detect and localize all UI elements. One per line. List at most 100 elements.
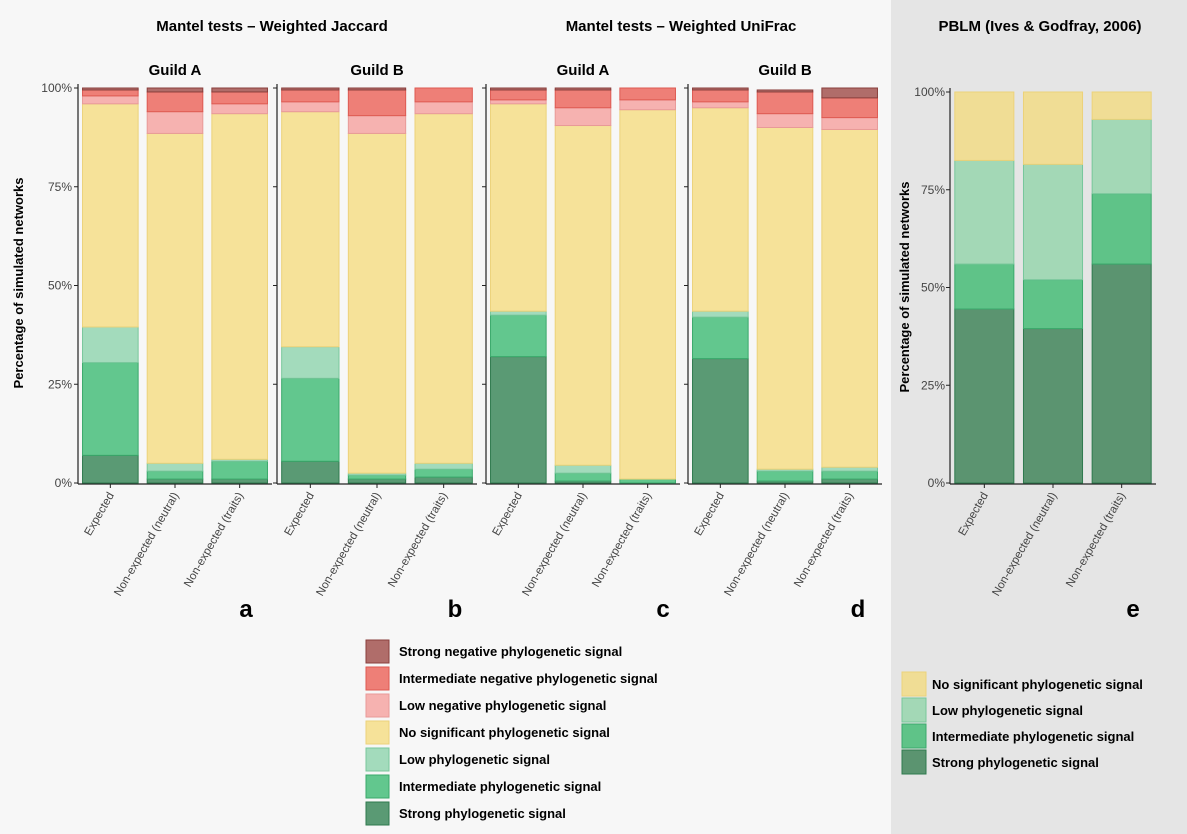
y-tick-label: 0% bbox=[928, 476, 946, 490]
bar-segment-intermediate bbox=[756, 470, 814, 482]
bar-segment-lowneg bbox=[619, 99, 676, 111]
bar-segment-intneg bbox=[211, 91, 268, 105]
legend-swatch-strongneg bbox=[365, 639, 390, 664]
bar-segment-strong bbox=[692, 358, 749, 484]
bar-segment-strong bbox=[490, 356, 547, 484]
bar-segment-low bbox=[821, 466, 878, 472]
legend-pblm: No significant phylogenetic signal Low ph… bbox=[901, 671, 1143, 775]
legend-label: No significant phylogenetic signal bbox=[399, 725, 610, 740]
bar-segment-intneg bbox=[490, 89, 547, 101]
bar-segment-nosig bbox=[211, 113, 268, 460]
bar-segment-lowneg bbox=[347, 115, 407, 134]
panel-letter: d bbox=[851, 596, 866, 623]
bar-segment-low bbox=[490, 310, 547, 316]
title-unifrac: Mantel tests – Weighted UniFrac bbox=[566, 18, 797, 35]
bar-segment-strongneg bbox=[347, 87, 407, 91]
bar-segment-nosig bbox=[619, 109, 676, 480]
y-tick-label: 100% bbox=[914, 85, 945, 99]
bar-segment-lowneg bbox=[211, 103, 268, 115]
legend-mantel: Strong negative phylogenetic signal Inter… bbox=[365, 639, 658, 826]
legend-label: Strong phylogenetic signal bbox=[399, 806, 566, 821]
bar-segment-strong bbox=[954, 308, 1015, 484]
bar-segment-strong bbox=[414, 476, 473, 484]
bar-segment-intneg bbox=[82, 89, 139, 97]
legend-label: Low phylogenetic signal bbox=[399, 752, 550, 767]
bar-segment-intermediate bbox=[347, 474, 407, 480]
legend-swatch-strong bbox=[365, 801, 390, 826]
bar-segment-intneg bbox=[821, 97, 878, 119]
bar-segment-intneg bbox=[281, 89, 340, 103]
bar-segment-nosig bbox=[954, 91, 1015, 161]
bar-segment-strong bbox=[281, 460, 340, 484]
bar-segment-lowneg bbox=[82, 95, 139, 105]
bar-segment-strongneg bbox=[82, 87, 139, 91]
bar-segment-intermediate bbox=[554, 472, 612, 482]
bar-segment-lowneg bbox=[414, 101, 473, 115]
legend-swatch-low bbox=[365, 747, 390, 772]
bar-segment-low bbox=[954, 159, 1015, 265]
bar-segment-nosig bbox=[490, 103, 547, 312]
bar-segment-strongneg bbox=[554, 87, 612, 91]
bar-segment-low bbox=[281, 346, 340, 379]
panel-letter: a bbox=[239, 596, 253, 623]
y-tick-label: 0% bbox=[55, 476, 73, 490]
bar-segment-nosig bbox=[1022, 91, 1084, 165]
bar-segment-strongneg bbox=[211, 87, 268, 93]
bar-segment-intermediate bbox=[211, 460, 268, 480]
bar-segment-intneg bbox=[692, 89, 749, 103]
legend-label: Intermediate phylogenetic signal bbox=[399, 779, 601, 794]
bar-segment-intermediate bbox=[1022, 279, 1084, 330]
facet-label: Guild A bbox=[149, 62, 202, 79]
title-pblm: PBLM (Ives & Godfray, 2006) bbox=[938, 18, 1141, 35]
y-tick-label: 25% bbox=[48, 377, 72, 391]
bar-segment-strongneg bbox=[146, 87, 204, 93]
bar-segment-lowneg bbox=[756, 113, 814, 129]
legend-label: Intermediate negative phylogenetic signa… bbox=[399, 671, 658, 686]
bar-segment-strongneg bbox=[281, 87, 340, 91]
bar-segment-strongneg bbox=[490, 87, 547, 91]
bar-segment-nosig bbox=[146, 132, 204, 464]
legend-label: Low negative phylogenetic signal bbox=[399, 698, 606, 713]
facet-strip bbox=[688, 60, 882, 82]
y-tick-label: 50% bbox=[48, 279, 72, 293]
bar-segment-lowneg bbox=[146, 111, 204, 134]
y-tick-label: 100% bbox=[41, 81, 72, 95]
bar-segment-intermediate bbox=[281, 377, 340, 462]
legend-swatch-intermediate bbox=[365, 774, 390, 799]
bar-segment-low bbox=[82, 326, 139, 364]
bar-segment-strong bbox=[821, 478, 878, 484]
legend-swatch-low bbox=[901, 697, 927, 723]
facet-strip bbox=[277, 60, 477, 82]
bar-segment-nosig bbox=[821, 128, 878, 468]
y-tick-label: 25% bbox=[921, 378, 945, 392]
bar-segment-nosig bbox=[347, 132, 407, 474]
bar-segment-nosig bbox=[756, 127, 814, 470]
y-tick-label: 75% bbox=[48, 180, 72, 194]
bar-segment-intermediate bbox=[82, 362, 139, 456]
facet-label: Guild A bbox=[557, 62, 610, 79]
bar-segment-low bbox=[414, 462, 473, 470]
bar-segment-strong bbox=[211, 478, 268, 484]
y-tick-label: 50% bbox=[921, 281, 945, 295]
panel-letter: b bbox=[448, 596, 463, 623]
facet-strip bbox=[78, 60, 272, 82]
bar-segment-strong bbox=[347, 478, 407, 484]
bar-segment-intermediate bbox=[146, 470, 204, 480]
bar-segment-intneg bbox=[554, 89, 612, 109]
legend-label: Strong phylogenetic signal bbox=[932, 755, 1099, 770]
bar-segment-strongneg bbox=[756, 89, 814, 93]
bar-segment-low bbox=[554, 464, 612, 474]
bar-segment-nosig bbox=[692, 107, 749, 312]
bar-segment-intneg bbox=[414, 87, 473, 103]
facet-label: Guild B bbox=[350, 62, 403, 79]
legend-label: Intermediate phylogenetic signal bbox=[932, 729, 1134, 744]
bar-segment-intermediate bbox=[821, 470, 878, 480]
bar-segment-low bbox=[1022, 163, 1084, 281]
bar-segment-nosig bbox=[281, 111, 340, 348]
bar-segment-intermediate bbox=[692, 316, 749, 360]
title-jaccard: Mantel tests – Weighted Jaccard bbox=[156, 18, 387, 35]
y-tick-label: 75% bbox=[921, 183, 945, 197]
panel-letter: e bbox=[1126, 596, 1139, 623]
